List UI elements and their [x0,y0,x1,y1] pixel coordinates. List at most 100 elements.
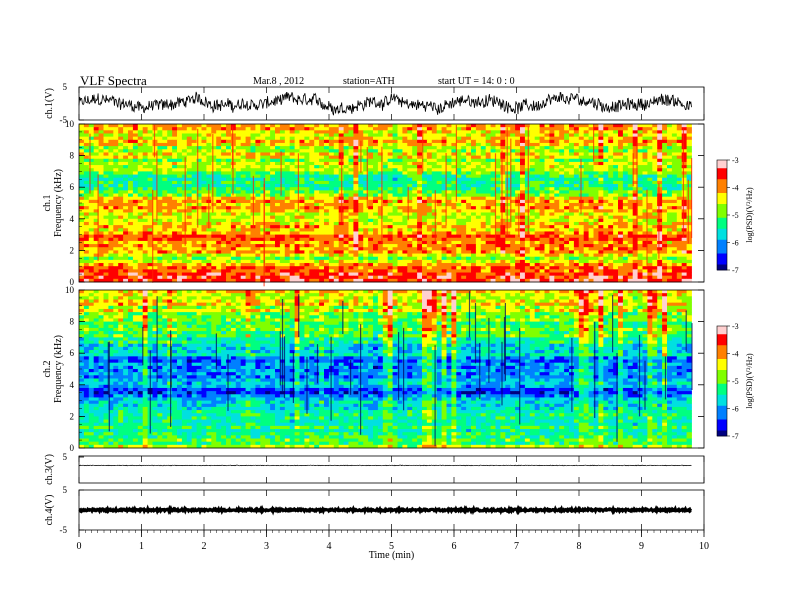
ch1-spectrogram-cell [524,174,531,179]
ch1-spectrogram-cell [123,225,129,229]
ch1-spectrogram-cell [128,146,134,150]
ch1-spectrogram-cell [446,240,452,245]
ch1-spectrogram-cell [235,146,242,150]
ch1-spectrogram-cell [637,177,643,182]
ch1-spectrogram-cell [431,155,438,160]
ch1-spectrogram-cell [103,231,109,235]
ch1-spectrogram-cell [382,237,389,242]
ch1-spectrogram-cell [392,149,398,153]
ch1-spectrogram-cell [529,247,536,251]
ch1-spectrogram-cell [588,180,594,185]
ch1-spectrogram-cell [177,177,183,182]
ch1-spectrogram-cell [235,221,242,226]
ch1-spectrogram-cell [353,196,359,201]
ch1-spectrogram-cell [230,237,237,242]
ch1-spectrogram-cell [123,161,129,166]
ch1-spectrogram-cell [446,206,452,210]
ch1-spectrogram-cell [240,231,246,235]
ch1-spectrogram-cell [177,174,183,179]
ch1-spectrogram-cell [363,149,369,153]
ch1-spectrogram-cell [270,174,276,179]
ch1-spectrogram-cell [505,206,511,210]
ch1-spectrogram-cell [554,237,560,242]
ch1-spectrogram-cell [520,234,526,239]
ch1-spectrogram-cell [103,146,109,150]
ch1-spectrogram-cell [142,196,148,201]
ch1-spectrogram-cell [510,149,516,153]
ch1-spectrogram-cell [667,142,673,147]
ch1-spectrogram-cell [157,228,163,232]
ch1-spectrogram-cell [275,187,281,191]
ch1-spectrogram-cell [221,228,227,232]
ch1-spectrogram-cell [240,187,246,191]
ch1-spectrogram-cell [363,177,369,182]
ch1-spectrogram-cell [632,161,638,166]
ch1-spectrogram-cell [490,234,496,239]
ch1-spectrogram-cell [539,196,545,201]
ch1-spectrogram-cell [446,139,452,144]
ch1-spectrogram-cell [475,234,482,239]
ch1-spectrogram-cell [240,180,246,185]
ch1-spectrogram-cell [632,146,638,150]
ch1-spectrogram-cell [250,124,256,128]
ch1-spectrogram-cell [348,231,354,235]
ch1-spectrogram-cell [363,212,369,217]
ch1-spectrogram-cell [333,234,340,239]
ch1-spectrogram-cell [132,240,139,245]
ch1-spectrogram-cell [510,199,516,204]
ch1-spectrogram-cell [196,161,202,166]
ch1-spectrogram-cell [88,174,95,179]
ch1-spectrogram-cell [608,244,614,248]
ch1-spectrogram-cell [456,184,462,188]
ch1-spectrogram-cell [515,244,521,248]
ch1-spectrogram-cell [368,152,374,156]
ch1-spectrogram-cell [201,177,207,182]
ch1-spectrogram-cell [520,209,526,213]
ch1-spectrogram-cell [686,180,692,185]
ch1-spectrogram-cell [534,218,540,223]
ch1-spectrogram-cell [132,206,139,210]
ch1-spectrogram-cell [377,225,384,229]
ch1-spectrogram-cell [284,231,291,235]
ch1-spectrogram-cell [157,247,163,251]
ch1-spectrogram-cell [289,190,295,194]
ch1-spectrogram-cell [569,177,575,182]
ch1-spectrogram-cell [152,244,158,248]
ch1-spectrogram-cell [343,152,349,156]
ch1-spectrogram-cell [275,244,281,248]
ch1-spectrogram-cell [226,136,232,141]
ch1-spectrogram-cell [466,218,472,223]
ch1-spectrogram-cell [402,168,408,172]
ch1-spectrogram-cell [299,247,305,251]
ch1-spectrogram-cell [431,209,438,213]
ch1-spectrogram-cell [426,221,433,226]
ch1-spectrogram-cell [642,149,648,153]
ch1-spectrogram-cell [402,237,408,242]
ch1-spectrogram-cell [368,190,374,194]
ch1-spectrogram-cell [569,180,575,185]
ch1-spectrogram-cell [505,146,511,150]
ch1-spectrogram-cell [324,199,330,204]
ch1-spectrogram-cell [451,136,457,141]
ch1-spectrogram-cell [554,139,560,144]
ch1-spectrogram-cell [622,184,629,188]
ch1-spectrogram-cell [98,190,104,194]
ch1-spectrogram-cell [622,149,629,153]
ch1-spectrogram-cell [573,130,580,134]
ch1-spectrogram-cell [83,247,90,251]
ch1-spectrogram-cell [353,171,359,175]
ch1-spectrogram-cell [177,146,183,150]
ch1-spectrogram-cell [632,133,638,138]
ch1-spectrogram-cell [671,206,678,210]
ch1-spectrogram-cell [559,206,565,210]
ch1-spectrogram-cell [686,212,692,217]
ch1-spectrogram-cell [422,244,428,248]
ch1-spectrogram-cell [260,199,266,204]
ch1-spectrogram-cell [368,215,374,220]
ch1-spectrogram-cell [647,184,653,188]
ch1-spectrogram-cell [108,221,114,226]
ch1-spectrogram-cell [657,231,663,235]
ch1-spectrogram-cell [534,142,540,147]
ch1-spectrogram-cell [436,158,442,163]
ch1-spectrogram-cell [123,203,129,207]
